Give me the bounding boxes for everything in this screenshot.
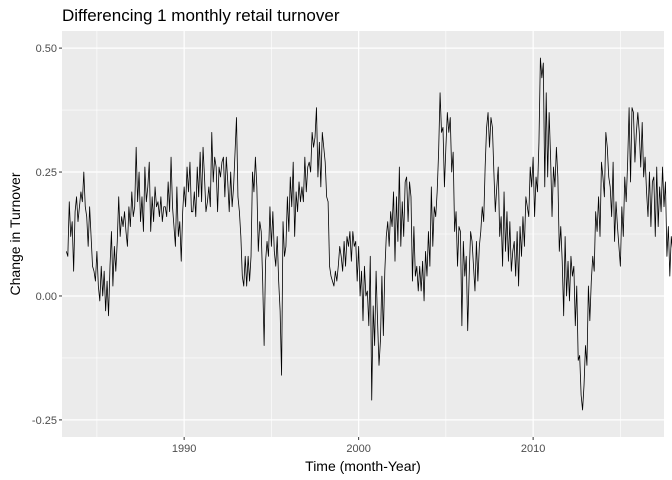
x-tick-label: 1990 <box>172 443 196 455</box>
y-axis-title: Change in Turnover <box>7 172 23 295</box>
y-tick-label: 0.25 <box>36 167 57 179</box>
x-axis-title: Time (month-Year) <box>305 458 421 474</box>
y-tick-label: 0.50 <box>36 43 57 55</box>
series-line <box>65 57 672 411</box>
y-tick-label: -0.25 <box>32 415 57 427</box>
chart-title: Differencing 1 monthly retail turnover <box>62 6 340 25</box>
minor-gridlines <box>62 31 664 437</box>
y-tick-label: 0.00 <box>36 291 57 303</box>
x-tick-label: 2000 <box>346 443 370 455</box>
tick-labels: 1990 2000 2010 -0.25 0.00 0.25 0.50 <box>32 43 545 455</box>
x-tick-label: 2010 <box>521 443 545 455</box>
axis-ticks <box>59 47 534 440</box>
